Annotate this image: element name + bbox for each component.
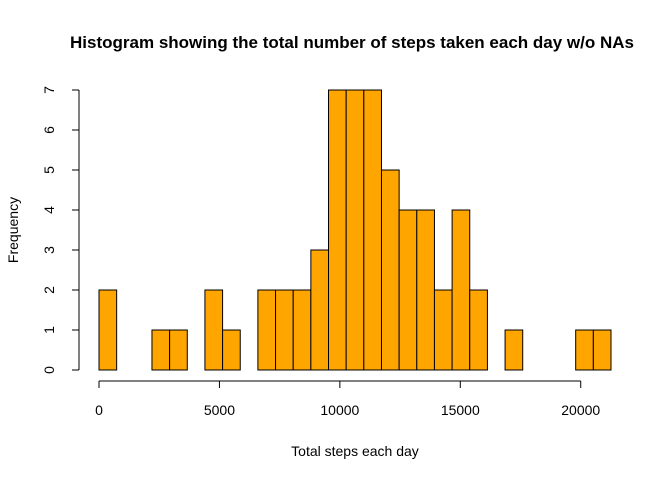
x-tick-label: 10000 [320,402,359,418]
x-tick-label: 15000 [441,402,480,418]
x-axis: 0 5000 10000 15000 20000 [95,380,600,418]
histogram-bar [451,209,471,371]
histogram-bar [575,329,594,371]
y-axis-label: Frequency [5,197,21,263]
histogram-bar [592,329,612,371]
histogram-bar [204,289,224,371]
histogram-bar [504,329,524,371]
histogram-bar [257,289,277,371]
bars-group [98,89,612,371]
y-tick-label: 1 [41,326,57,334]
x-tick-label: 0 [95,402,103,418]
histogram-bar [433,289,453,371]
histogram-bar [292,289,312,371]
chart-title: Histogram showing the total number of st… [70,33,634,52]
histogram-bar [98,289,118,371]
y-tick-label: 5 [41,166,57,174]
histogram-bar [363,89,382,371]
histogram-bar [398,209,418,371]
histogram-bar [222,329,241,371]
x-tick-label: 20000 [561,402,600,418]
histogram-bar [469,289,488,371]
histogram-bar [169,329,188,371]
y-tick-label: 3 [41,246,57,254]
y-tick-label: 7 [41,86,57,94]
y-tick-label: 4 [41,206,57,214]
y-tick-label: 6 [41,126,57,134]
x-tick-label: 5000 [204,402,235,418]
y-axis: 0 1 2 3 4 5 6 7 [41,86,80,374]
histogram-bar [328,89,347,371]
histogram-bar [310,249,330,371]
histogram-bar [345,89,365,371]
y-tick-label: 0 [41,366,57,374]
y-tick-label: 2 [41,286,57,294]
x-axis-label: Total steps each day [291,443,419,459]
histogram-bar [151,329,171,371]
histogram-bar [275,289,294,371]
histogram-bar [380,169,400,371]
histogram-bar [416,209,435,371]
